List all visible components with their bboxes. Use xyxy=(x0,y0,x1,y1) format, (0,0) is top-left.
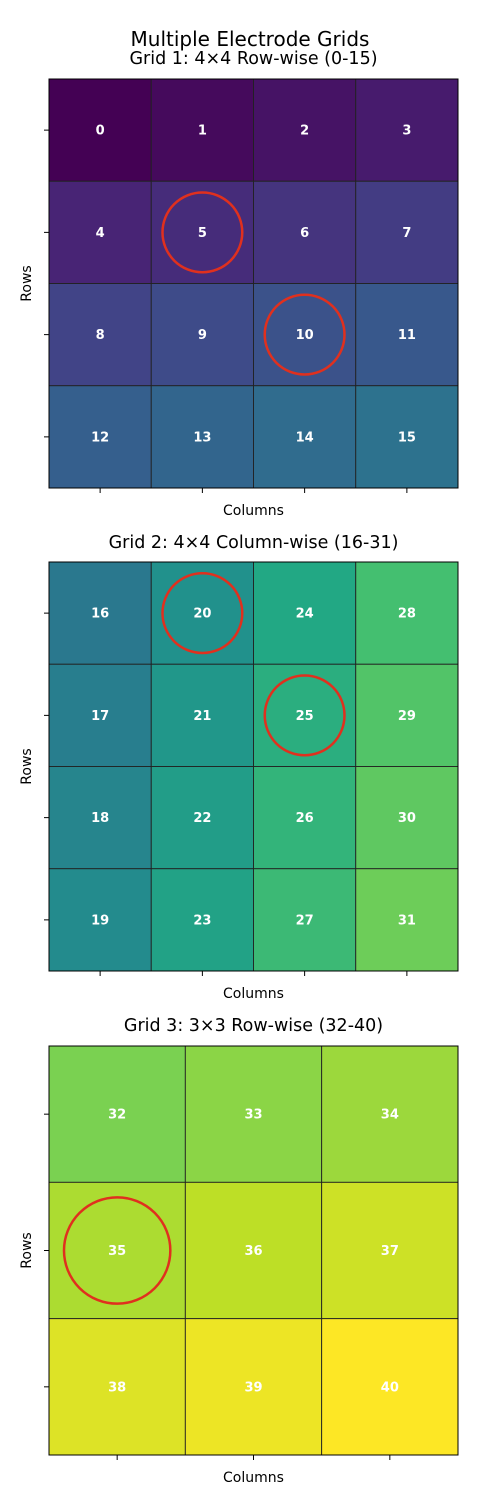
electrode-cell xyxy=(355,663,459,767)
electrode-number-label: 35 xyxy=(108,1244,126,1259)
grid-1-panel: Grid 1: 4×4 Row-wise (0-15)0 1 2 34 5 6 78 9 10 1… xyxy=(19,49,459,519)
electrode-number-label: 22 xyxy=(193,811,211,826)
grid-1-ylabel: Rows xyxy=(19,265,35,301)
grid-2-panel: Grid 2: 4×4 Column-wise (16-31) 16 20 24 28 1… xyxy=(19,533,459,1002)
electrode-number-label: 31 xyxy=(398,913,416,928)
highlight-circle xyxy=(263,293,346,376)
highlight-circle xyxy=(161,571,244,655)
grid-1-frame xyxy=(48,78,459,489)
electrode-cell xyxy=(48,1181,186,1320)
electrode-cell xyxy=(355,180,459,284)
electrode-cell xyxy=(355,78,459,182)
electrode-number-label: 15 xyxy=(398,430,416,445)
electrode-number-label: 23 xyxy=(193,913,211,928)
electrode-cell xyxy=(321,1318,459,1456)
electrode-cell xyxy=(150,868,254,972)
electrode-cell xyxy=(48,766,152,870)
electrode-number-label: 12 xyxy=(91,430,109,445)
electrode-cell xyxy=(355,283,459,387)
electrode-cell xyxy=(48,385,152,489)
electrode-number-label: 32 xyxy=(108,1108,126,1123)
grid-3-panel: Grid 3: 3×3 Row-wise (32-40) 32 33 34 35 36 37… xyxy=(19,1016,459,1486)
electrode-number-label: 5 xyxy=(198,226,207,241)
electrode-number-label: 33 xyxy=(244,1108,262,1123)
electrode-number-label: 38 xyxy=(108,1380,126,1395)
electrode-cell xyxy=(355,868,459,972)
electrode-number-label: 13 xyxy=(193,430,211,445)
electrode-cell xyxy=(48,1045,186,1183)
highlight-circle xyxy=(161,191,244,274)
electrode-cell xyxy=(48,1318,186,1456)
electrode-number-label: 20 xyxy=(193,607,211,622)
electrode-cell xyxy=(355,385,459,489)
electrode-cell xyxy=(184,1318,323,1456)
grid-3-ylabel: Rows xyxy=(19,1232,35,1268)
electrode-number-label: 30 xyxy=(398,811,416,826)
electrode-number-label: 11 xyxy=(398,328,416,343)
electrode-number-label: 29 xyxy=(398,709,416,724)
electrode-cell xyxy=(150,180,254,284)
electrode-number-label: 3 xyxy=(402,124,411,139)
electrode-cell xyxy=(253,180,357,284)
electrode-number-label: 2 xyxy=(300,124,309,139)
electrode-cell xyxy=(48,283,152,387)
highlight-circle xyxy=(263,674,346,757)
electrode-number-label: 19 xyxy=(91,913,109,928)
grid-2-title: Grid 2: 4×4 Column-wise (16-31) xyxy=(109,533,399,553)
electrode-number-label: 26 xyxy=(296,811,314,826)
electrode-number-label: 14 xyxy=(296,430,314,445)
electrode-cell xyxy=(321,1181,459,1320)
electrode-number-label: 10 xyxy=(296,328,314,343)
electrode-number-label: 36 xyxy=(244,1244,262,1259)
electrode-cell xyxy=(253,385,357,489)
electrode-number-label: 8 xyxy=(96,328,105,343)
electrode-cell xyxy=(48,561,152,665)
electrode-number-label: 21 xyxy=(193,709,211,724)
electrode-cell xyxy=(253,663,357,767)
figure-title: Multiple Electrode Grids xyxy=(131,27,370,51)
grid-2-xlabel: Columns xyxy=(223,986,284,1002)
electrode-number-label: 9 xyxy=(198,328,207,343)
electrode-cell xyxy=(150,283,254,387)
electrode-number-label: 27 xyxy=(296,913,314,928)
grid-1-title: Grid 1: 4×4 Row-wise (0-15) xyxy=(129,49,377,69)
electrode-cell xyxy=(253,868,357,972)
electrode-number-label: 25 xyxy=(296,709,314,724)
electrode-cell xyxy=(253,283,357,387)
electrode-number-label: 37 xyxy=(381,1244,399,1259)
electrode-cell xyxy=(150,78,254,182)
grid-3-title: Grid 3: 3×3 Row-wise (32-40) xyxy=(124,1016,383,1036)
electrode-number-label: 34 xyxy=(381,1108,399,1123)
electrode-number-label: 40 xyxy=(381,1380,399,1395)
electrode-number-label: 24 xyxy=(296,607,314,622)
grid-2-frame xyxy=(48,561,459,972)
grid-1-xlabel: Columns xyxy=(223,503,284,519)
electrode-cell xyxy=(355,561,459,665)
electrode-number-label: 1 xyxy=(198,124,207,139)
electrode-number-label: 0 xyxy=(96,124,105,139)
electrode-number-label: 28 xyxy=(398,607,416,622)
electrode-number-label: 17 xyxy=(91,709,109,724)
electrode-number-label: 39 xyxy=(244,1380,262,1395)
electrode-cell xyxy=(48,78,152,182)
electrode-cell xyxy=(355,766,459,870)
grid-3-xlabel: Columns xyxy=(223,1470,284,1486)
electrode-number-label: 16 xyxy=(91,607,109,622)
grid-2-ylabel: Rows xyxy=(19,748,35,784)
electrode-number-label: 6 xyxy=(300,226,309,241)
electrode-number-label: 18 xyxy=(91,811,109,826)
electrode-cell xyxy=(150,385,254,489)
electrode-cell xyxy=(150,561,254,665)
electrode-cell xyxy=(184,1181,323,1320)
electrode-cell xyxy=(48,868,152,972)
electrode-number-label: 7 xyxy=(402,226,411,241)
electrode-cell xyxy=(150,663,254,767)
highlight-circle xyxy=(62,1196,172,1305)
electrode-cell xyxy=(150,766,254,870)
electrode-number-label: 4 xyxy=(96,226,105,241)
electrode-cell xyxy=(48,180,152,284)
